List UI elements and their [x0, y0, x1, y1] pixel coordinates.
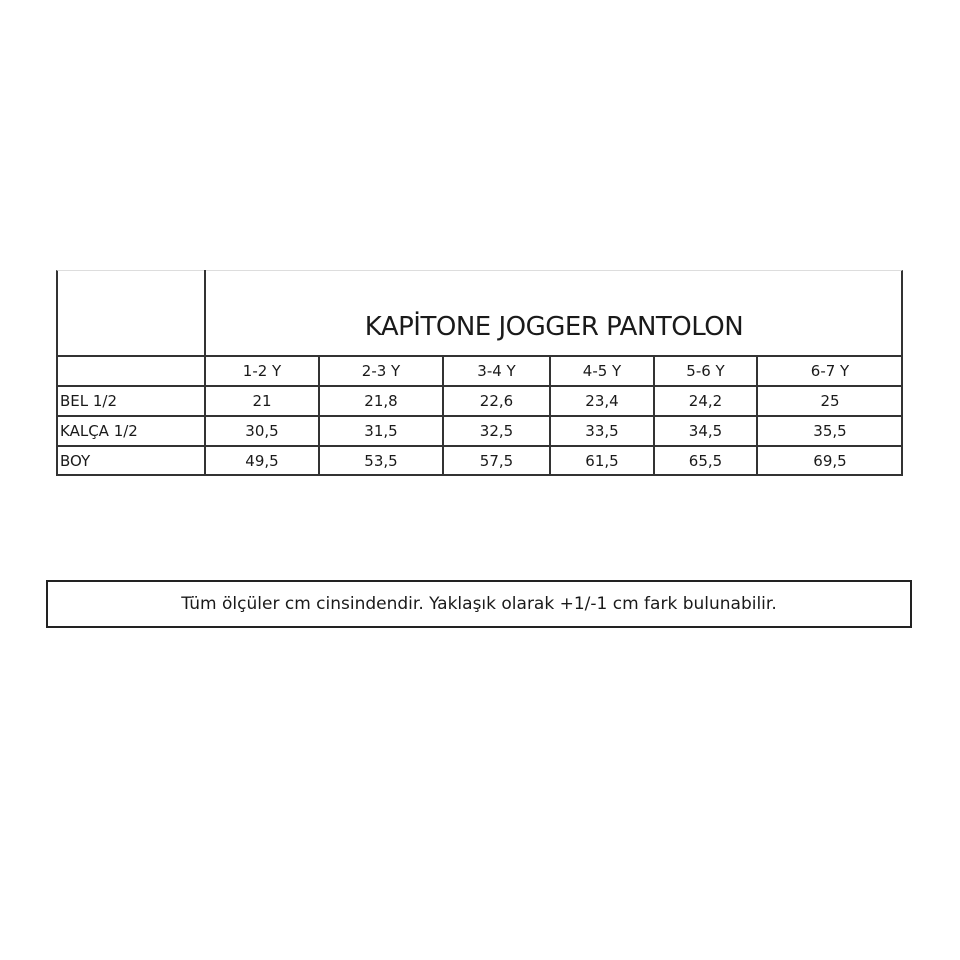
table-cell: 57,5 [479, 452, 514, 470]
table-cell: 69,5 [813, 452, 847, 470]
column-divider [653, 356, 655, 476]
table-cell: 65,5 [688, 452, 723, 470]
row-label: BOY [60, 452, 91, 470]
column-divider [756, 356, 758, 476]
table-cell: 21 [252, 392, 272, 410]
column-divider [442, 356, 444, 476]
table-cell: 31,5 [364, 422, 398, 440]
row-divider [56, 415, 903, 417]
column-divider [318, 356, 320, 476]
row-divider [56, 445, 903, 447]
table-cell: 32,5 [479, 422, 514, 440]
column-header: 5-6 Y [686, 362, 725, 380]
table-cell: 49,5 [245, 452, 279, 470]
table-cell: 53,5 [364, 452, 398, 470]
row-label: BEL 1/2 [60, 392, 118, 410]
row-label: KALÇA 1/2 [60, 422, 138, 440]
table-cell: 34,5 [688, 422, 723, 440]
table-cell: 23,4 [585, 392, 619, 410]
column-header: 6-7 Y [810, 362, 850, 380]
table-cell: 30,5 [245, 422, 279, 440]
size-chart-table [56, 270, 903, 476]
measurement-note: Tüm ölçüler cm cinsindendir. Yaklaşık ol… [46, 580, 912, 628]
column-header: 3-4 Y [477, 362, 516, 380]
table-cell: 35,5 [813, 422, 847, 440]
column-header: 2-3 Y [361, 362, 401, 380]
column-divider [549, 356, 551, 476]
row-divider [56, 355, 903, 357]
table-title: KAPİTONE JOGGER PANTOLON [364, 312, 744, 342]
table-cell: 61,5 [585, 452, 619, 470]
table-cell: 24,2 [688, 392, 723, 410]
table-cell: 22,6 [479, 392, 514, 410]
column-header: 4-5 Y [582, 362, 622, 380]
table-cell: 33,5 [585, 422, 619, 440]
column-header: 1-2 Y [242, 362, 282, 380]
row-divider [56, 385, 903, 387]
column-divider [204, 270, 206, 476]
table-cell: 25 [820, 392, 840, 410]
table-cell: 21,8 [364, 392, 398, 410]
